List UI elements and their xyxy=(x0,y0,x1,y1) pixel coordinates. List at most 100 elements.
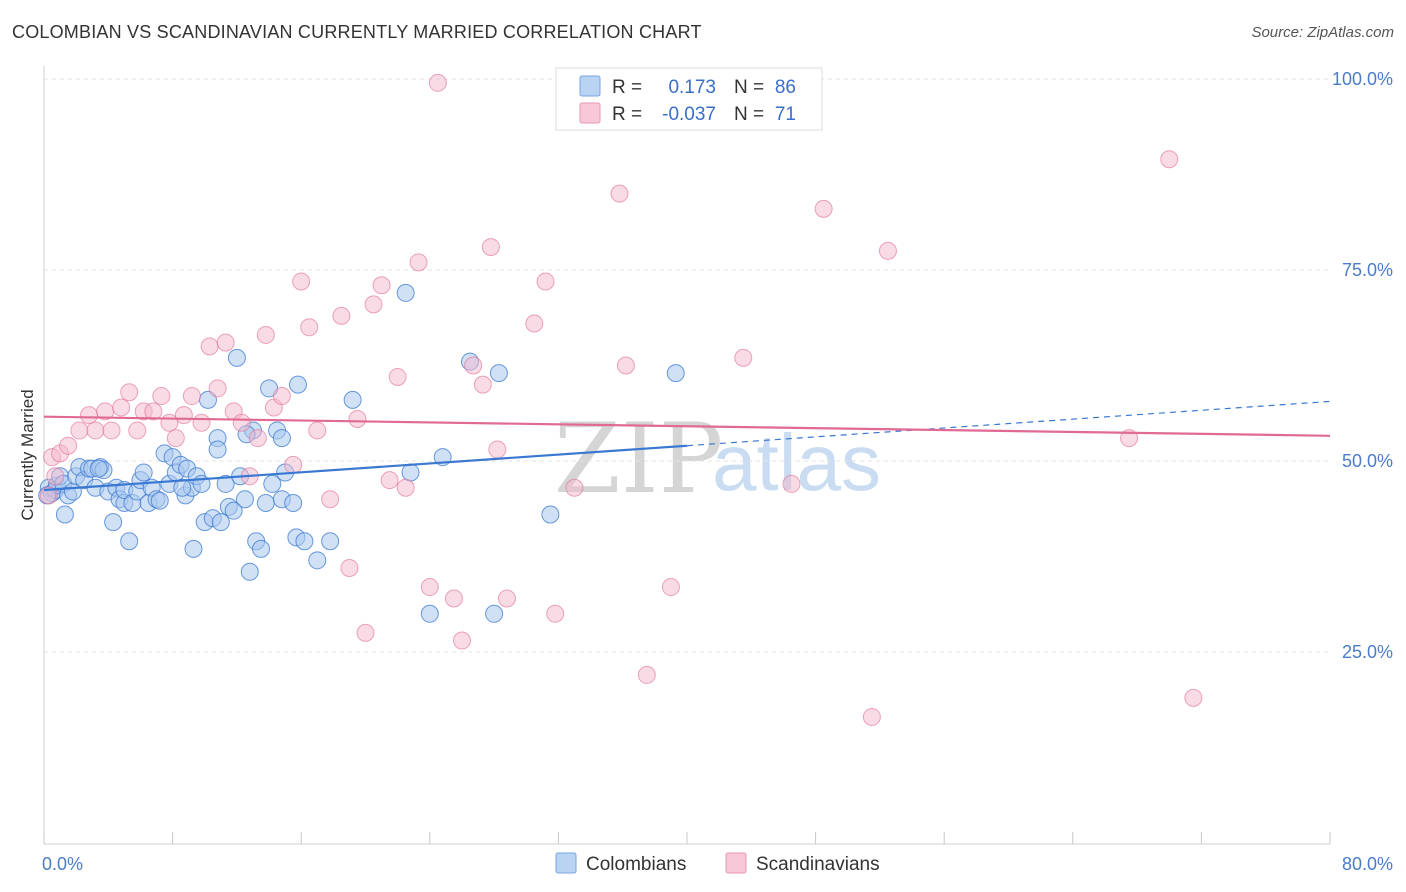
scandinavians-point-10 xyxy=(112,398,131,417)
bottom-legend-swatch-scandinavians xyxy=(725,852,747,874)
scandinavians-point-30 xyxy=(272,387,291,406)
y-tick-label-3: 100.0% xyxy=(1332,69,1393,89)
legend-r-value-1: 0.173 xyxy=(668,77,716,98)
scandinavians-point-63 xyxy=(734,348,753,367)
scandinavians-point-64 xyxy=(782,474,801,493)
colombians-point-58 xyxy=(252,539,271,558)
scandinavians-point-4 xyxy=(59,436,78,455)
colombians-point-55 xyxy=(240,562,259,581)
scandinavians-point-0 xyxy=(39,486,58,505)
scandinavians-point-43 xyxy=(388,367,407,386)
scandinavians-point-56 xyxy=(536,272,555,291)
colombians-point-40 xyxy=(184,539,203,558)
trend-lines xyxy=(43,400,1331,492)
colombians-point-78 xyxy=(485,604,504,623)
y-tick-label-1: 50.0% xyxy=(1342,451,1393,471)
scandinavians-point-34 xyxy=(308,421,327,440)
colombians-point-71 xyxy=(321,532,340,551)
scandinavians-point-6 xyxy=(80,406,99,425)
scandinavians-point-27 xyxy=(248,429,267,448)
scandinavians-point-11 xyxy=(120,383,139,402)
scandinavians-point-62 xyxy=(661,578,680,597)
scandinavians-point-66 xyxy=(862,707,881,726)
x-tick-label-min: 0.0% xyxy=(42,854,83,874)
colombians-point-68 xyxy=(288,375,307,394)
scandinavians-point-52 xyxy=(481,238,500,257)
y-tick-label-2: 75.0% xyxy=(1342,260,1393,280)
colombians-point-23 xyxy=(120,532,139,551)
colombians-point-47 xyxy=(208,440,227,459)
legend-r-value-2: -0.037 xyxy=(662,104,716,125)
legend-swatch-colombians xyxy=(579,75,601,97)
legend-r-label-2: R = xyxy=(612,104,642,125)
scandinavians-point-67 xyxy=(878,241,897,260)
scandinavians-point-12 xyxy=(128,421,147,440)
scandinavians-point-59 xyxy=(610,184,629,203)
colombians-point-83 xyxy=(89,459,108,478)
scandinavians-point-57 xyxy=(546,604,565,623)
scandinavians-point-22 xyxy=(208,379,227,398)
colombians-point-80 xyxy=(541,505,560,524)
scandinavians-point-5 xyxy=(70,421,89,440)
scandinavians-point-14 xyxy=(144,402,163,421)
colombians-trend-extension xyxy=(686,400,1331,447)
scandinavians-point-31 xyxy=(284,455,303,474)
scandinavians-point-2 xyxy=(46,467,65,486)
colombians-point-69 xyxy=(295,532,314,551)
scandinavians-point-61 xyxy=(637,665,656,684)
scandinavians-point-49 xyxy=(452,631,471,650)
scandinavians-point-51 xyxy=(473,375,492,394)
colombians-point-18 xyxy=(104,513,123,532)
colombians-point-72 xyxy=(343,390,362,409)
y-axis-label: Currently Married xyxy=(18,389,37,520)
colombians-point-64 xyxy=(272,429,291,448)
colombians-point-59 xyxy=(256,494,275,513)
legend-n-label-2: N = xyxy=(734,104,764,125)
bottom-legend: Colombians Scandinavians xyxy=(555,852,880,875)
scandinavians-point-9 xyxy=(102,421,121,440)
scandinavians-point-33 xyxy=(300,318,319,337)
scandinavians-point-39 xyxy=(356,623,375,642)
scandinavians-point-25 xyxy=(232,413,251,432)
scandinavians-point-37 xyxy=(340,558,359,577)
scandinavians-point-35 xyxy=(321,490,340,509)
colombians-point-51 xyxy=(224,501,243,520)
scandinavians-point-23 xyxy=(216,333,235,352)
colombians-point-73 xyxy=(396,283,415,302)
colombians-point-49 xyxy=(216,474,235,493)
scandinavians-point-50 xyxy=(464,356,483,375)
scandinavians-point-38 xyxy=(348,409,367,428)
scandinavians-point-58 xyxy=(565,478,584,497)
scandinavians-point-55 xyxy=(525,314,544,333)
legend-n-value-1: 86 xyxy=(775,77,796,98)
colombians-point-31 xyxy=(150,491,169,510)
watermark-atlas: atlas xyxy=(712,418,881,507)
scandinavians-point-28 xyxy=(256,325,275,344)
scandinavians-point-20 xyxy=(192,413,211,432)
scandinavians-point-32 xyxy=(292,272,311,291)
scandinavians-point-46 xyxy=(420,578,439,597)
colombians-point-52 xyxy=(227,348,246,367)
scandinavians-point-44 xyxy=(396,478,415,497)
scandinavians-point-54 xyxy=(497,589,516,608)
colombians-point-61 xyxy=(263,474,282,493)
colombians-point-79 xyxy=(489,364,508,383)
scandinavians-point-70 xyxy=(1184,688,1203,707)
legend-swatch-scandinavians xyxy=(579,102,601,124)
colombians-point-70 xyxy=(308,551,327,570)
bottom-legend-colombians: Colombians xyxy=(586,854,686,875)
legend-r-label-1: R = xyxy=(612,77,642,98)
scandinavians-point-65 xyxy=(814,199,833,218)
colombians-point-6 xyxy=(55,505,74,524)
scandinavians-point-42 xyxy=(380,471,399,490)
y-tick-label-0: 25.0% xyxy=(1342,642,1393,662)
legend-n-label-1: N = xyxy=(734,77,764,98)
scandinavians-point-45 xyxy=(409,253,428,272)
colombians-point-84 xyxy=(173,478,192,497)
legend-n-value-2: 71 xyxy=(775,104,796,125)
scandinavians-point-53 xyxy=(488,440,507,459)
legend-box: R = 0.173 N = 86 R = -0.037 N = 71 xyxy=(555,67,823,131)
scandinavians-point-36 xyxy=(332,306,351,325)
colombians-point-54 xyxy=(235,490,254,509)
